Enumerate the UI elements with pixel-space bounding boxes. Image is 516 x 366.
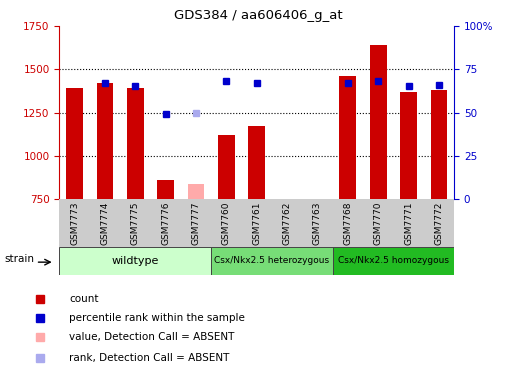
Bar <box>127 88 143 199</box>
Text: GSM7775: GSM7775 <box>131 202 140 245</box>
Bar <box>188 184 204 199</box>
Text: rank, Detection Call = ABSENT: rank, Detection Call = ABSENT <box>69 352 230 363</box>
Text: percentile rank within the sample: percentile rank within the sample <box>69 313 245 323</box>
Bar <box>333 247 454 274</box>
Text: GSM7771: GSM7771 <box>404 202 413 245</box>
Text: GSM7763: GSM7763 <box>313 202 322 245</box>
Text: wildtype: wildtype <box>111 256 159 266</box>
Bar <box>157 180 174 199</box>
Text: value, Detection Call = ABSENT: value, Detection Call = ABSENT <box>69 332 234 342</box>
Text: Csx/Nkx2.5 heterozygous: Csx/Nkx2.5 heterozygous <box>214 256 329 265</box>
Bar <box>66 88 83 199</box>
Bar <box>96 83 113 199</box>
Text: GSM7770: GSM7770 <box>374 202 383 245</box>
Text: GSM7762: GSM7762 <box>283 202 292 245</box>
Text: GDS384 / aa606406_g_at: GDS384 / aa606406_g_at <box>174 9 342 22</box>
Text: GSM7761: GSM7761 <box>252 202 261 245</box>
Bar <box>218 135 235 199</box>
Bar <box>59 247 211 274</box>
Text: GSM7760: GSM7760 <box>222 202 231 245</box>
Bar <box>211 247 333 274</box>
Text: count: count <box>69 294 99 304</box>
Text: GSM7772: GSM7772 <box>434 202 443 245</box>
Text: GSM7773: GSM7773 <box>70 202 79 245</box>
Text: Csx/Nkx2.5 homozygous: Csx/Nkx2.5 homozygous <box>338 256 449 265</box>
Text: GSM7768: GSM7768 <box>343 202 352 245</box>
Bar <box>400 92 417 199</box>
Bar <box>340 76 356 199</box>
Text: GSM7777: GSM7777 <box>191 202 201 245</box>
Bar <box>248 126 265 199</box>
Text: GSM7774: GSM7774 <box>101 202 109 245</box>
Bar <box>370 45 386 199</box>
Bar <box>430 90 447 199</box>
Text: strain: strain <box>5 254 35 264</box>
Text: GSM7776: GSM7776 <box>161 202 170 245</box>
